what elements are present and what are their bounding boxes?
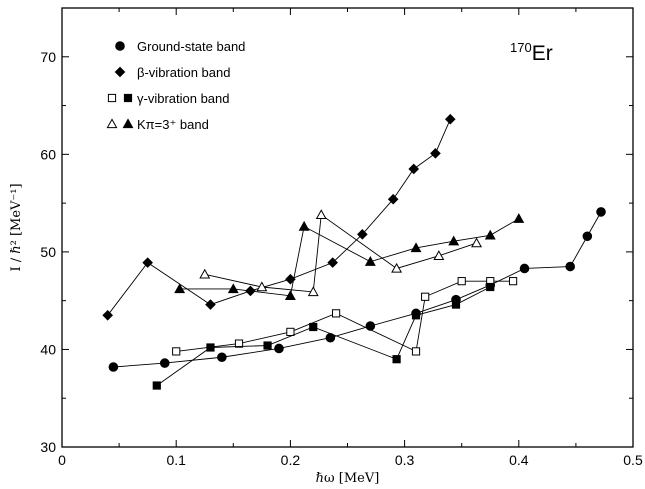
legend-label: Ground-state band [137,39,245,54]
nucleus-label: 170Er [510,40,553,65]
x-tick-label: 0.3 [395,452,415,468]
data-point [284,290,296,300]
x-tick-label: 0.5 [623,452,643,468]
data-point [457,277,466,286]
data-point [433,250,445,260]
series-2 [172,277,518,356]
legend-label: β-vibration band [137,65,230,80]
y-tick-label: 50 [40,244,56,260]
legend-marker [115,41,125,51]
x-tick-label: 0.2 [281,452,301,468]
legend: Ground-state band β-vibration band γ-vibra… [106,39,245,132]
data-point [256,281,268,292]
data-point [451,300,461,309]
data-point [227,283,239,294]
data-point [508,277,518,286]
data-point [410,242,422,253]
data-point [364,256,376,266]
series-line [204,214,477,293]
series-line [107,119,451,316]
data-point [205,299,216,310]
series-line [156,286,491,386]
data-point [411,311,421,320]
data-point [582,231,593,242]
data-point [365,321,376,331]
series-4 [199,209,482,297]
legend-label: Kπ=3⁺ band [137,117,209,132]
data-point [307,286,319,297]
data-point [519,263,530,274]
data-point [234,339,244,348]
data-point [486,282,495,292]
data-point [309,322,318,332]
data-point [565,261,575,272]
x-axis-title: ℏω [MeV] [316,471,380,486]
series-line [179,218,520,297]
data-point [430,148,441,159]
data-point [331,309,341,318]
legend-entry: γ-vibration band [107,91,230,106]
data-point [263,341,272,350]
data-point [102,309,113,321]
mass-number: 170 [510,40,532,55]
data-point [286,327,295,336]
y-tick-label: 40 [40,341,56,357]
data-point [206,343,215,352]
series-line [176,280,514,353]
axis-ticks: 0 0.1 0.2 0.3 0.4 0.5 30 40 50 60 70 [40,8,643,468]
legend-marker [123,93,133,103]
data-point [391,262,403,273]
data-point [152,381,161,390]
data-point [217,352,227,363]
data-point [444,113,456,125]
x-tick-label: 0.4 [509,452,529,468]
series-5 [174,213,525,300]
data-point [327,257,338,268]
element-symbol: Er [532,42,553,65]
data-point [387,193,399,205]
data-point [392,355,401,364]
data-point [471,237,482,248]
data-point [285,273,296,285]
legend-marker [114,66,126,78]
x-tick-label: 0 [58,452,66,468]
data-point [174,283,186,294]
data-point [484,229,496,240]
data-point [298,220,310,231]
x-tick-label: 0.1 [166,452,186,468]
data-point [448,235,460,246]
data-point [408,163,420,175]
data-point [421,292,430,301]
data-point [172,347,181,356]
data-point [596,207,606,217]
series-1 [102,113,456,321]
data-point [108,362,119,372]
legend-marker [122,118,134,129]
data-point [199,268,211,279]
data-point [411,347,421,356]
series-0 [108,207,606,372]
data-point [513,213,525,223]
legend-marker [106,118,118,129]
y-tick-label: 60 [40,146,56,162]
y-tick-label: 70 [40,49,56,65]
data-point [274,343,284,354]
data-point [357,229,368,240]
data-point [315,209,327,219]
legend-entry: β-vibration band [114,65,230,80]
y-tick-label: 30 [40,439,56,455]
legend-entry: Ground-state band [115,39,245,54]
legend-label: γ-vibration band [137,91,230,106]
nucleus-annotation: 170Er [510,40,553,65]
series-3 [152,282,495,390]
series-layer [102,113,606,390]
legend-entry: Kπ=3⁺ band [106,117,209,132]
data-point [159,358,170,368]
data-point [142,257,153,268]
y-axis-title: I / ℏ² [MeV⁻¹] [9,183,24,271]
legend-marker [107,93,117,103]
